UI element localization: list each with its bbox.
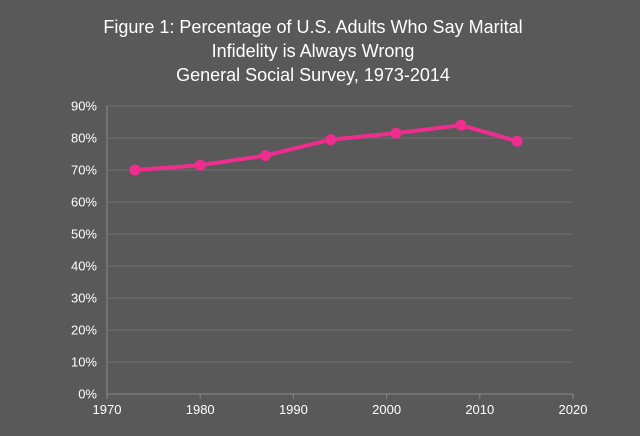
- y-tick-label: 60%: [71, 195, 97, 210]
- chart-title-line-2: Infidelity is Always Wrong: [212, 41, 415, 61]
- x-tick-label: 1980: [186, 402, 215, 417]
- y-tick-label: 40%: [71, 259, 97, 274]
- data-point: [325, 134, 337, 146]
- data-point: [129, 164, 141, 176]
- data-point: [455, 119, 467, 131]
- y-tick-label: 50%: [71, 227, 97, 242]
- y-tick-label: 30%: [71, 291, 97, 306]
- x-tick-label: 2000: [372, 402, 401, 417]
- y-tick-label: 90%: [71, 99, 97, 114]
- gridlines: [107, 105, 573, 363]
- y-tick-label: 20%: [71, 323, 97, 338]
- y-tick-label: 70%: [71, 163, 97, 178]
- x-tick-label: 1990: [279, 402, 308, 417]
- axes: [106, 106, 574, 399]
- x-tick-label: 2020: [559, 402, 588, 417]
- x-tick-label: 2010: [465, 402, 494, 417]
- data-point: [194, 159, 206, 171]
- data-point: [259, 150, 271, 162]
- y-tick-label: 80%: [71, 131, 97, 146]
- data-point: [390, 127, 402, 139]
- chart-title-line-3: General Social Survey, 1973-2014: [176, 65, 450, 85]
- y-tick-label: 0%: [78, 387, 97, 402]
- x-tick-label: 1970: [93, 402, 122, 417]
- series-layer: [129, 119, 523, 176]
- y-tick-label: 10%: [71, 355, 97, 370]
- data-point: [511, 135, 523, 147]
- chart-title-line-1: Figure 1: Percentage of U.S. Adults Who …: [103, 17, 522, 37]
- tick-labels: 0% 10% 20% 30% 40% 50% 60% 70% 80% 90% 1970 1980 199…: [71, 99, 587, 418]
